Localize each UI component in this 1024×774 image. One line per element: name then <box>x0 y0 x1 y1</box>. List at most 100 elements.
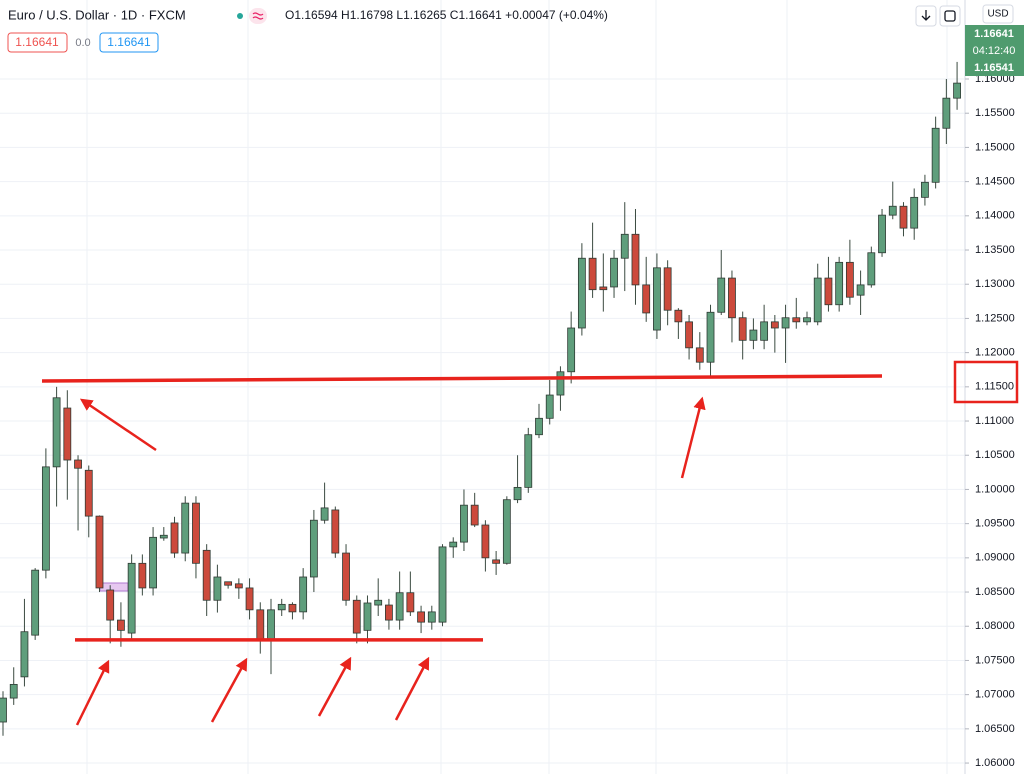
y-tick-label: 1.06000 <box>975 757 1015 769</box>
candle-body <box>127 562 136 634</box>
candle-body <box>577 257 586 329</box>
candle-body <box>931 127 940 183</box>
candle-body <box>74 459 82 469</box>
candle-body <box>256 609 265 641</box>
candle-body <box>856 284 865 296</box>
symbol: Euro / U.S. Dollar · 1D · FXCM <box>8 7 186 22</box>
candle-body <box>84 469 93 517</box>
y-tick-label: 1.10500 <box>975 449 1015 461</box>
y-tick-label: 1.11500 <box>975 381 1014 393</box>
buy-button[interactable] <box>99 32 159 53</box>
y-tick-label: 1.09000 <box>975 552 1015 564</box>
candle-body <box>52 397 61 468</box>
candle-body <box>449 541 458 548</box>
y-tick-label: 1.07000 <box>975 689 1015 701</box>
y-tick-label: 1.09500 <box>975 518 1015 530</box>
candle-body <box>738 317 747 341</box>
candle-body <box>288 603 297 613</box>
y-tick-label: 1.14500 <box>975 176 1015 188</box>
candle-body <box>106 589 115 621</box>
candle-body <box>9 683 18 699</box>
level-line <box>41 374 883 383</box>
candle-body <box>170 522 179 554</box>
candle-body <box>867 252 876 286</box>
y-tick-label: 1.15500 <box>975 107 1015 119</box>
candle-body <box>620 233 629 259</box>
y-tick-label: 1.13000 <box>975 278 1015 290</box>
y-tick-label: 1.08500 <box>975 586 1015 598</box>
candle-body <box>706 311 715 363</box>
candle-body <box>502 499 511 564</box>
y-tick-label: 1.10000 <box>975 483 1015 495</box>
candle-body <box>942 97 951 129</box>
prev-price-tag <box>965 59 1024 76</box>
candle-body <box>406 592 415 613</box>
candle-body <box>545 394 554 419</box>
candle-body <box>438 546 447 623</box>
candle-body <box>309 519 318 578</box>
y-tick-label: 1.14000 <box>975 210 1015 222</box>
candle-body <box>277 603 286 611</box>
candle-body <box>695 347 704 363</box>
candle-body <box>181 502 190 554</box>
candle-body <box>813 277 822 323</box>
candle-body <box>192 502 200 564</box>
status-pill <box>249 8 267 24</box>
candle-body <box>760 321 769 341</box>
candle-body <box>352 599 361 634</box>
candle-body <box>224 581 233 586</box>
candle-body <box>213 576 222 601</box>
candle-body <box>888 205 897 216</box>
candle-body <box>899 205 908 229</box>
candle-body <box>749 329 758 341</box>
candle-body <box>395 592 404 621</box>
fullscreen-icon <box>944 10 956 22</box>
candle-body <box>631 233 640 286</box>
candle-body <box>728 277 736 319</box>
countdown-tag <box>965 42 1024 59</box>
buy-price[interactable]: 1.16641 <box>107 35 151 49</box>
candle-body <box>653 267 661 331</box>
candle-body <box>685 321 693 349</box>
candle-body <box>159 534 168 539</box>
y-tick-label: 1.13500 <box>975 244 1015 256</box>
candle-body <box>363 602 372 631</box>
candle-body <box>953 82 961 99</box>
candle-body <box>921 181 929 198</box>
candle-body <box>610 257 618 288</box>
candle-body <box>792 317 801 323</box>
candle-body <box>567 327 576 373</box>
candle-body <box>320 507 329 521</box>
candle-body <box>599 286 608 291</box>
sell-price[interactable]: 1.16641 <box>15 35 59 49</box>
candle-body <box>481 524 490 559</box>
countdown: 04:12:40 <box>973 45 1016 57</box>
fullscreen-button[interactable] <box>939 5 961 27</box>
status-icon <box>252 12 264 20</box>
candle-body <box>492 559 501 564</box>
candle-body <box>342 552 350 601</box>
candle-body <box>299 576 308 613</box>
candle-body <box>331 509 340 554</box>
candle-body <box>427 611 436 623</box>
candle-body <box>460 504 468 543</box>
status-dot <box>237 13 243 19</box>
download-icon <box>921 10 931 21</box>
y-tick-label: 1.07500 <box>975 654 1015 666</box>
candle-body <box>138 562 147 589</box>
price-axis <box>965 0 1024 774</box>
candle-body <box>845 261 854 298</box>
candle-body <box>267 609 275 641</box>
prev-price: 1.16541 <box>974 62 1014 74</box>
candle-body <box>588 257 597 291</box>
candle-body <box>41 466 50 571</box>
currency[interactable]: USD <box>987 9 1008 20</box>
currency-button[interactable] <box>982 4 1014 24</box>
y-tick-label: 1.11000 <box>975 415 1014 427</box>
candle-body <box>781 317 790 329</box>
candle-body <box>245 587 254 611</box>
spread: 0.0 <box>75 37 90 49</box>
candle-body <box>117 619 125 631</box>
sell-button[interactable] <box>7 32 68 53</box>
